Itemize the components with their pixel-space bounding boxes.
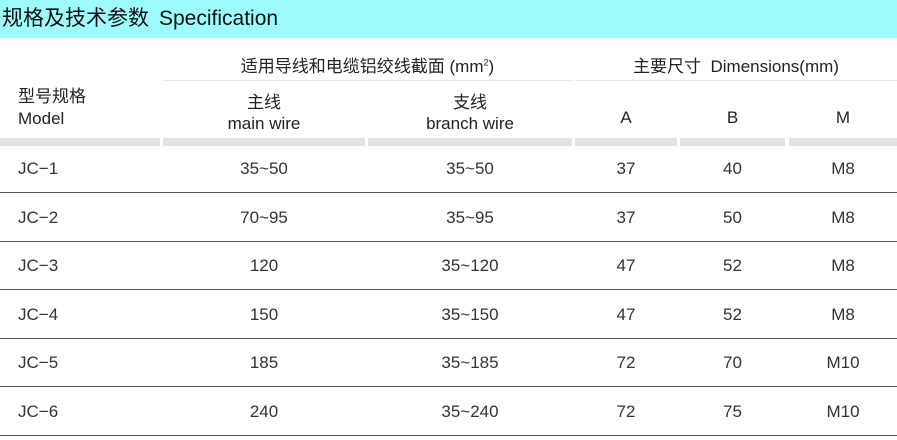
cell-branch-wire: 35~150	[441, 304, 499, 324]
header-a: A	[620, 108, 632, 127]
cell-branch-wire: 35~50	[446, 159, 494, 178]
cell-a: 72	[616, 353, 636, 373]
cell-model: JC−2	[18, 207, 59, 227]
cell-main-wire: 185	[249, 353, 279, 373]
header-model: 型号规格 Model	[18, 86, 86, 130]
row-divider	[0, 435, 897, 436]
cell-branch-wire: 35~120	[441, 256, 499, 276]
cell-main-wire: 150	[249, 304, 279, 324]
row-divider	[0, 289, 897, 291]
cell-model: JC−1	[18, 159, 59, 178]
cell-main-wire: 120	[249, 256, 279, 276]
table-row: JC−1 35~50 35~50 37 40 M8	[0, 146, 897, 195]
cell-m: M8	[831, 256, 855, 276]
cell-m: M8	[831, 159, 855, 178]
cell-m: M8	[831, 207, 855, 227]
header-bar	[163, 138, 365, 146]
cell-m: M10	[826, 353, 860, 373]
cell-b: 50	[723, 207, 742, 227]
table-row: JC−6 240 35~240 72 75 M10	[0, 389, 897, 438]
divider	[163, 80, 572, 81]
table-row: JC−2 70~95 35~95 37 50 M8	[0, 195, 897, 244]
table-row: JC−4 150 35~150 47 52 M8	[0, 292, 897, 341]
row-divider	[0, 192, 897, 193]
cell-m: M10	[826, 402, 860, 421]
header-cross-section-group: 适用导线和电缆铝绞线截面 (mm2)	[163, 52, 572, 77]
header-branch-wire: 支线 branch wire	[368, 92, 572, 134]
title-en: Specification	[159, 7, 279, 30]
cell-model: JC−3	[18, 256, 59, 276]
title-cn: 规格及技术参数	[2, 7, 149, 30]
divider	[575, 80, 897, 81]
cell-b: 70	[723, 353, 742, 373]
cell-a: 47	[616, 304, 636, 324]
table-row: JC−3 120 35~120 47 52 M8	[0, 243, 897, 292]
header-main-en: main wire	[227, 114, 301, 133]
cell-m: M8	[831, 304, 855, 324]
cell-a: 37	[616, 207, 636, 227]
row-divider	[0, 386, 897, 388]
header-bar	[680, 138, 785, 146]
header-bar	[575, 138, 677, 146]
header-bar	[0, 138, 160, 146]
close-paren: )	[488, 57, 495, 76]
cell-model: JC−6	[18, 402, 59, 421]
cell-b: 52	[723, 304, 742, 324]
cell-b: 75	[723, 402, 742, 421]
superscript: 2	[483, 57, 489, 68]
cross-section-label: 适用导线和电缆铝绞线截面 (mm	[240, 57, 484, 76]
header-m: M	[835, 108, 851, 127]
header-bar	[368, 138, 572, 146]
cell-branch-wire: 35~95	[446, 207, 494, 227]
row-divider	[0, 240, 897, 242]
header-branch-en: branch wire	[426, 114, 514, 133]
cell-a: 47	[616, 256, 636, 276]
header-b: B	[726, 108, 739, 127]
header-branch-cn: 支线	[453, 93, 487, 112]
section-title: 规格及技术参数 Specification	[0, 0, 897, 38]
header-main-cn: 主线	[247, 93, 281, 112]
cell-branch-wire: 35~240	[441, 402, 499, 421]
cell-b: 40	[723, 159, 742, 178]
header-main-wire: 主线 main wire	[163, 92, 365, 134]
header-model-cn: 型号规格	[18, 87, 86, 106]
cell-main-wire: 240	[249, 402, 279, 421]
row-divider	[0, 337, 897, 339]
header-bar	[789, 138, 897, 146]
cell-b: 52	[723, 256, 742, 276]
header-model-en: Model	[18, 109, 65, 128]
cell-model: JC−4	[18, 304, 59, 324]
cell-branch-wire: 35~185	[441, 353, 499, 373]
table-row: JC−5 185 35~185 72 70 M10	[0, 340, 897, 389]
cell-model: JC−5	[18, 353, 59, 373]
cell-main-wire: 70~95	[240, 207, 288, 227]
cell-a: 72	[616, 402, 636, 421]
cell-main-wire: 35~50	[240, 159, 288, 178]
cell-a: 37	[616, 159, 636, 178]
header-dimensions-group: 主要尺寸 Dimensions(mm)	[633, 57, 839, 76]
